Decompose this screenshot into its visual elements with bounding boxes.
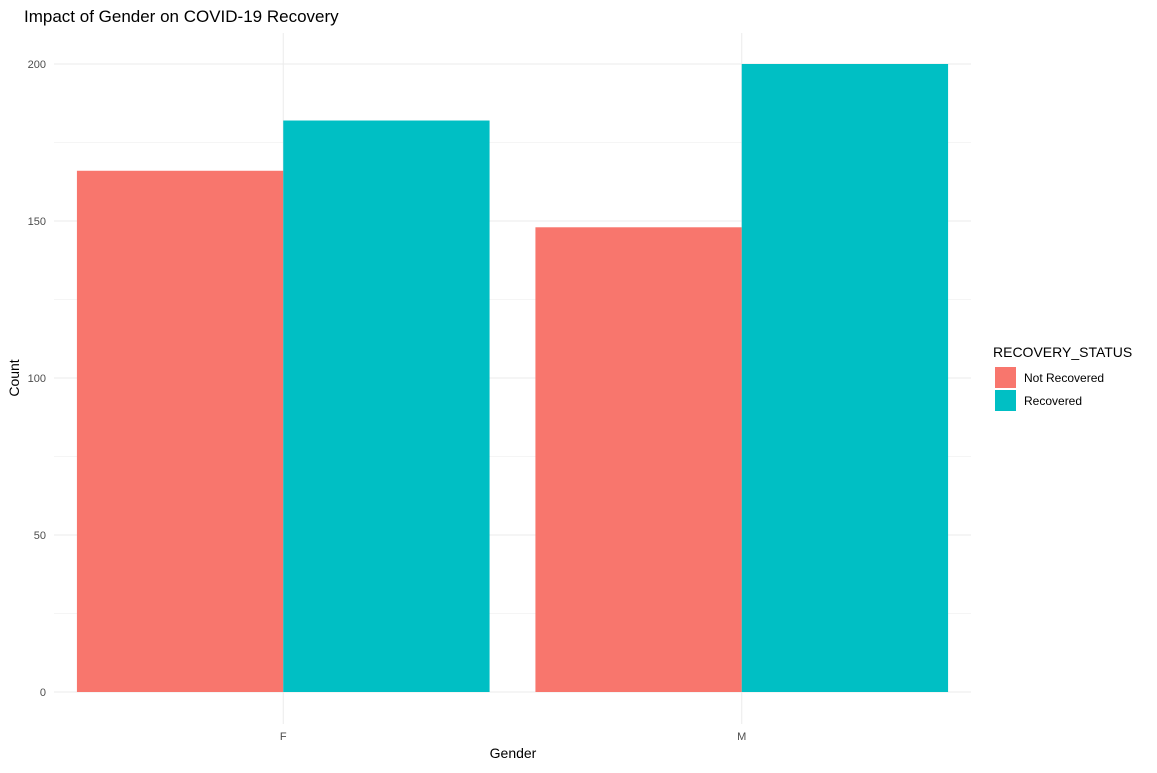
x-tick-label: M <box>737 731 746 743</box>
bar-not-recovered-f <box>76 170 284 692</box>
legend-label: Recovered <box>1024 394 1082 408</box>
y-axis-ticks: 0 50 100 150 200 <box>28 59 46 699</box>
y-tick-label: 50 <box>34 530 46 542</box>
legend-label: Not Recovered <box>1024 371 1104 385</box>
y-axis-title: Count <box>6 359 22 396</box>
chart-title: Impact of Gender on COVID-19 Recovery <box>24 7 339 26</box>
y-tick-label: 200 <box>28 59 46 71</box>
bar-recovered-f <box>283 120 490 692</box>
bars <box>76 64 949 692</box>
bar-recovered-m <box>741 64 949 692</box>
y-tick-label: 0 <box>40 687 46 699</box>
legend-key <box>995 367 1016 388</box>
legend-key <box>995 390 1016 411</box>
legend: RECOVERY_STATUS Not Recovered Recovered <box>993 344 1132 411</box>
bar-not-recovered-m <box>535 227 742 692</box>
x-tick-label: F <box>280 731 287 743</box>
legend-items: Not Recovered Recovered <box>995 367 1104 411</box>
y-tick-label: 100 <box>28 373 46 385</box>
y-tick-label: 150 <box>28 216 46 228</box>
x-axis-title: Gender <box>490 745 537 761</box>
legend-title: RECOVERY_STATUS <box>993 344 1132 360</box>
